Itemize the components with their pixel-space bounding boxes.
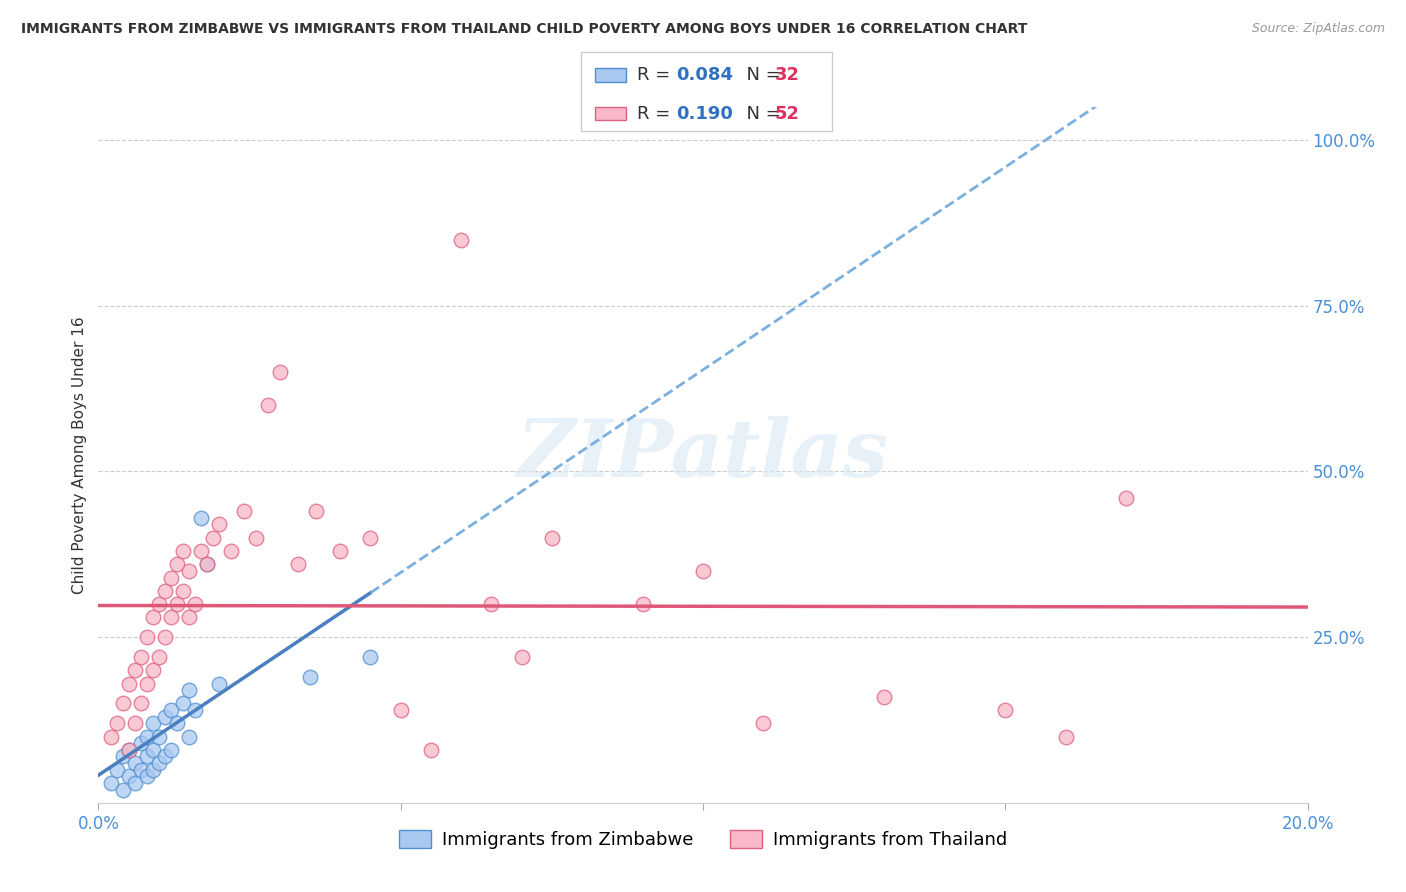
Point [360, 531, 382, 545]
Point [208, 517, 231, 532]
Text: R =: R = [637, 104, 676, 122]
Point [124, 776, 146, 790]
Point [221, 544, 243, 558]
Point [994, 703, 1017, 717]
Point [299, 670, 322, 684]
Point [195, 558, 218, 572]
Point [420, 743, 443, 757]
Point [190, 511, 212, 525]
Point [172, 544, 194, 558]
Point [160, 703, 183, 717]
Point [135, 749, 157, 764]
Text: ZIPatlas: ZIPatlas [517, 417, 889, 493]
Point [129, 650, 152, 665]
Point [208, 676, 231, 690]
Point [148, 650, 170, 665]
Point [245, 531, 267, 545]
Point [135, 769, 157, 783]
Point [118, 769, 141, 783]
Point [752, 716, 775, 731]
Point [179, 610, 201, 624]
Point [329, 544, 352, 558]
Point [184, 703, 207, 717]
Text: N =: N = [735, 104, 787, 122]
Point [179, 683, 201, 698]
Point [111, 782, 134, 797]
Point [450, 233, 472, 247]
Point [540, 531, 562, 545]
Text: IMMIGRANTS FROM ZIMBABWE VS IMMIGRANTS FROM THAILAND CHILD POVERTY AMONG BOYS UN: IMMIGRANTS FROM ZIMBABWE VS IMMIGRANTS F… [21, 22, 1028, 37]
Point [195, 558, 218, 572]
Point [105, 716, 128, 731]
Point [153, 583, 176, 598]
Y-axis label: Child Poverty Among Boys Under 16: Child Poverty Among Boys Under 16 [72, 316, 87, 594]
Text: N =: N = [735, 66, 787, 84]
Text: Source: ZipAtlas.com: Source: ZipAtlas.com [1251, 22, 1385, 36]
Point [184, 597, 207, 611]
Text: 32: 32 [775, 66, 800, 84]
Point [256, 398, 278, 412]
Point [166, 597, 188, 611]
Point [305, 504, 328, 518]
Point [166, 716, 188, 731]
Point [160, 570, 183, 584]
Point [124, 663, 146, 677]
Point [160, 743, 183, 757]
Point [1054, 730, 1077, 744]
Point [135, 630, 157, 644]
Point [148, 756, 170, 770]
Point [100, 730, 122, 744]
Point [124, 716, 146, 731]
Point [232, 504, 254, 518]
Point [873, 690, 896, 704]
Point [287, 558, 309, 572]
Point [105, 763, 128, 777]
Point [153, 749, 176, 764]
Point [202, 531, 225, 545]
Point [142, 763, 165, 777]
Point [172, 697, 194, 711]
Point [160, 610, 183, 624]
Point [129, 763, 152, 777]
Point [269, 365, 291, 379]
Point [166, 558, 188, 572]
Text: R =: R = [637, 66, 676, 84]
Point [153, 630, 176, 644]
Point [190, 544, 212, 558]
Point [142, 716, 165, 731]
Point [118, 743, 141, 757]
Point [142, 663, 165, 677]
Point [179, 730, 201, 744]
Point [118, 743, 141, 757]
Point [172, 583, 194, 598]
Point [124, 756, 146, 770]
Point [135, 676, 157, 690]
Point [360, 650, 382, 665]
Point [142, 610, 165, 624]
Point [111, 749, 134, 764]
Point [129, 736, 152, 750]
Point [111, 697, 134, 711]
Point [1115, 491, 1137, 505]
Legend: Immigrants from Zimbabwe, Immigrants from Thailand: Immigrants from Zimbabwe, Immigrants fro… [392, 822, 1014, 856]
Text: 0.084: 0.084 [676, 66, 734, 84]
Point [148, 597, 170, 611]
Point [148, 730, 170, 744]
Point [481, 597, 503, 611]
Point [100, 776, 122, 790]
Point [135, 730, 157, 744]
Text: 0.190: 0.190 [676, 104, 733, 122]
Point [142, 743, 165, 757]
Point [389, 703, 412, 717]
Point [129, 697, 152, 711]
Point [118, 676, 141, 690]
Point [179, 564, 201, 578]
Point [631, 597, 654, 611]
Text: 52: 52 [775, 104, 800, 122]
Point [510, 650, 533, 665]
Point [692, 564, 714, 578]
Point [153, 709, 176, 723]
